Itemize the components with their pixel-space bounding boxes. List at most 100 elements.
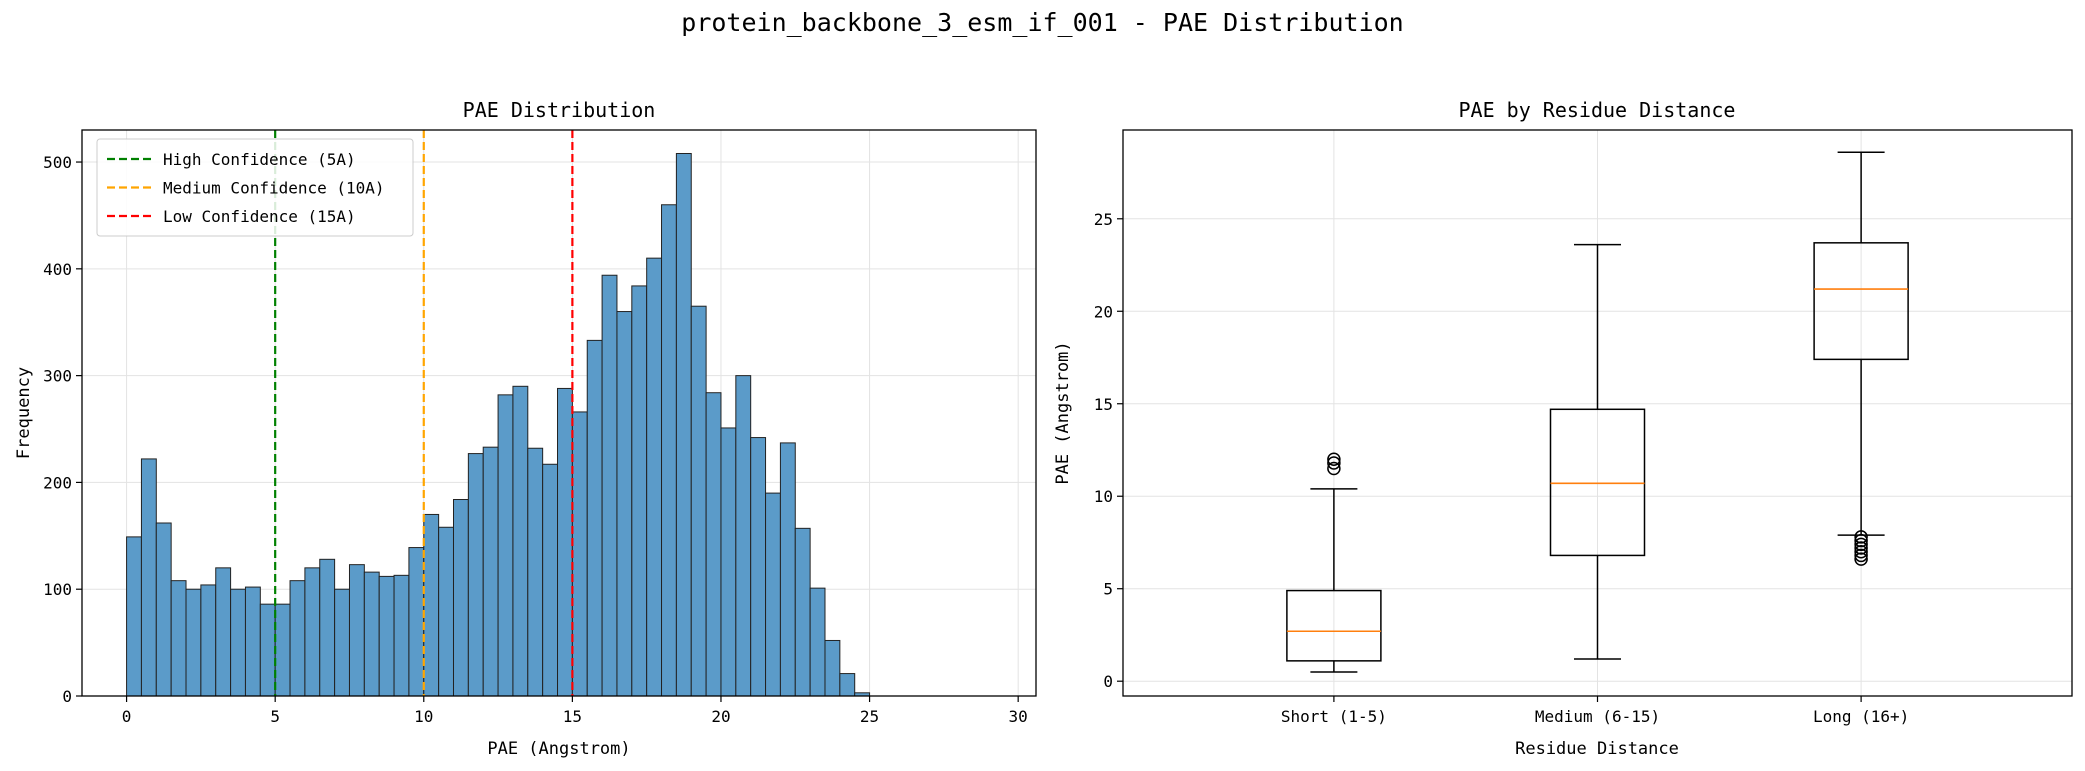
- box-outlier: [1854, 544, 1868, 559]
- histogram-bar: [244, 586, 261, 697]
- histogram-bar: [274, 603, 291, 697]
- box-iqr: [1286, 589, 1382, 662]
- x-tick-label: 10: [414, 707, 433, 726]
- legend-label: Low Confidence (15A): [163, 207, 356, 226]
- histogram-bar: [259, 603, 276, 697]
- y-tick-label: 100: [43, 580, 72, 599]
- histogram-bar: [393, 574, 410, 697]
- histogram-bar: [408, 547, 425, 697]
- histogram-bar: [334, 588, 350, 697]
- x-tick-label: Long (16+): [1813, 707, 1909, 726]
- y-tick-label: 500: [43, 153, 72, 172]
- x-tick-label: 25: [860, 707, 879, 726]
- histogram-bar: [482, 446, 499, 697]
- histogram-bar: [348, 564, 365, 697]
- histogram-ylabel: Frequency: [14, 367, 34, 459]
- histogram-bar: [140, 458, 157, 697]
- box-outlier: [1854, 537, 1868, 552]
- box-outlier: [1854, 533, 1868, 548]
- boxplot-title: PAE by Residue Distance: [1459, 98, 1736, 122]
- boxplot-xlabel: Residue Distance: [1515, 739, 1679, 759]
- histogram-bar: [230, 588, 246, 697]
- boxplot-panel: 0 5 10 15 20 25 Short (1-5) Medium (6-15) Long (…: [1053, 98, 2073, 759]
- box-outlier: [1327, 461, 1341, 476]
- histogram-bar: [646, 257, 663, 697]
- legend-label: Medium Confidence (10A): [163, 179, 385, 198]
- histogram-bar: [809, 587, 826, 697]
- histogram-bar: [794, 527, 811, 697]
- box-iqr: [1813, 242, 1909, 361]
- figure-title: protein_backbone_3_esm_if_001 - PAE Dist…: [681, 8, 1404, 37]
- x-tick-label: Medium (6-15): [1535, 707, 1660, 726]
- histogram-bar: [779, 442, 796, 697]
- x-tick-label: 20: [711, 707, 730, 726]
- histogram-bar: [571, 411, 588, 697]
- y-tick-label: 300: [43, 367, 72, 386]
- histogram-bar: [675, 152, 692, 697]
- histogram-bar: [185, 588, 202, 697]
- histogram-bar: [616, 311, 633, 697]
- y-tick-label: 25: [1094, 210, 1113, 229]
- histogram-bar: [690, 305, 707, 697]
- box-iqr: [1549, 408, 1646, 557]
- y-tick-label: 20: [1094, 302, 1113, 321]
- legend-label: High Confidence (5A): [163, 150, 356, 169]
- histogram-bar: [304, 567, 321, 697]
- y-tick-label: 10: [1094, 487, 1113, 506]
- x-tick-label: 0: [122, 707, 132, 726]
- boxplot-boxes: [1286, 151, 1909, 673]
- histogram-bar: [512, 385, 529, 697]
- histogram-bar: [586, 339, 603, 697]
- histogram-bar: [363, 571, 380, 697]
- y-tick-label: 200: [43, 473, 72, 492]
- histogram-bar: [423, 513, 440, 697]
- box-outlier: [1327, 452, 1341, 466]
- histogram-bar: [126, 536, 142, 697]
- histogram-bar: [765, 492, 781, 697]
- histogram-bar: [824, 639, 841, 697]
- histogram-bar: [452, 499, 469, 697]
- histogram-bars: [126, 152, 871, 697]
- y-tick-label: 400: [43, 260, 72, 279]
- y-tick-label: 0: [62, 687, 72, 706]
- box-outlier: [1327, 456, 1341, 470]
- x-tick-label: 5: [270, 707, 280, 726]
- histogram-bar: [705, 392, 722, 697]
- x-tick-label: 30: [1009, 707, 1028, 726]
- histogram-legend: High Confidence (5A) Medium Confidence (1…: [96, 138, 414, 237]
- x-tick-label: 15: [563, 707, 582, 726]
- box-outlier: [1854, 552, 1868, 566]
- histogram-bar: [319, 558, 336, 697]
- histogram-frame: [81, 129, 1037, 697]
- boxplot-ticks: 0 5 10 15 20 25 Short (1-5) Medium (6-15) Long (…: [1094, 210, 1910, 726]
- histogram-bar: [200, 584, 217, 697]
- boxplot-ylabel: PAE (Angstrom): [1053, 341, 1073, 484]
- legend-box: [96, 138, 414, 237]
- histogram-title: PAE Distribution: [463, 98, 656, 122]
- histogram-bar: [155, 522, 172, 697]
- histogram-bar: [735, 375, 752, 697]
- histogram-bar: [750, 437, 767, 697]
- histogram-bar: [839, 673, 856, 697]
- histogram-bar: [438, 526, 454, 697]
- histogram-bar: [542, 463, 559, 697]
- histogram-xlabel: PAE (Angstrom): [487, 739, 630, 759]
- histogram-bar: [527, 447, 544, 697]
- y-tick-label: 15: [1094, 395, 1113, 414]
- histogram-bar: [378, 575, 395, 697]
- histogram-bar: [170, 580, 187, 697]
- histogram-bar: [467, 453, 484, 697]
- x-tick-label: Short (1-5): [1281, 707, 1387, 726]
- histogram-bar: [601, 274, 618, 697]
- histogram-bar: [557, 387, 573, 697]
- y-tick-label: 0: [1103, 672, 1113, 691]
- box-outlier: [1854, 541, 1868, 555]
- box-outlier: [1854, 548, 1868, 563]
- histogram-bar: [661, 204, 677, 697]
- histogram-bar: [631, 285, 648, 697]
- histogram-bar: [497, 394, 514, 697]
- histogram-bar: [289, 580, 306, 697]
